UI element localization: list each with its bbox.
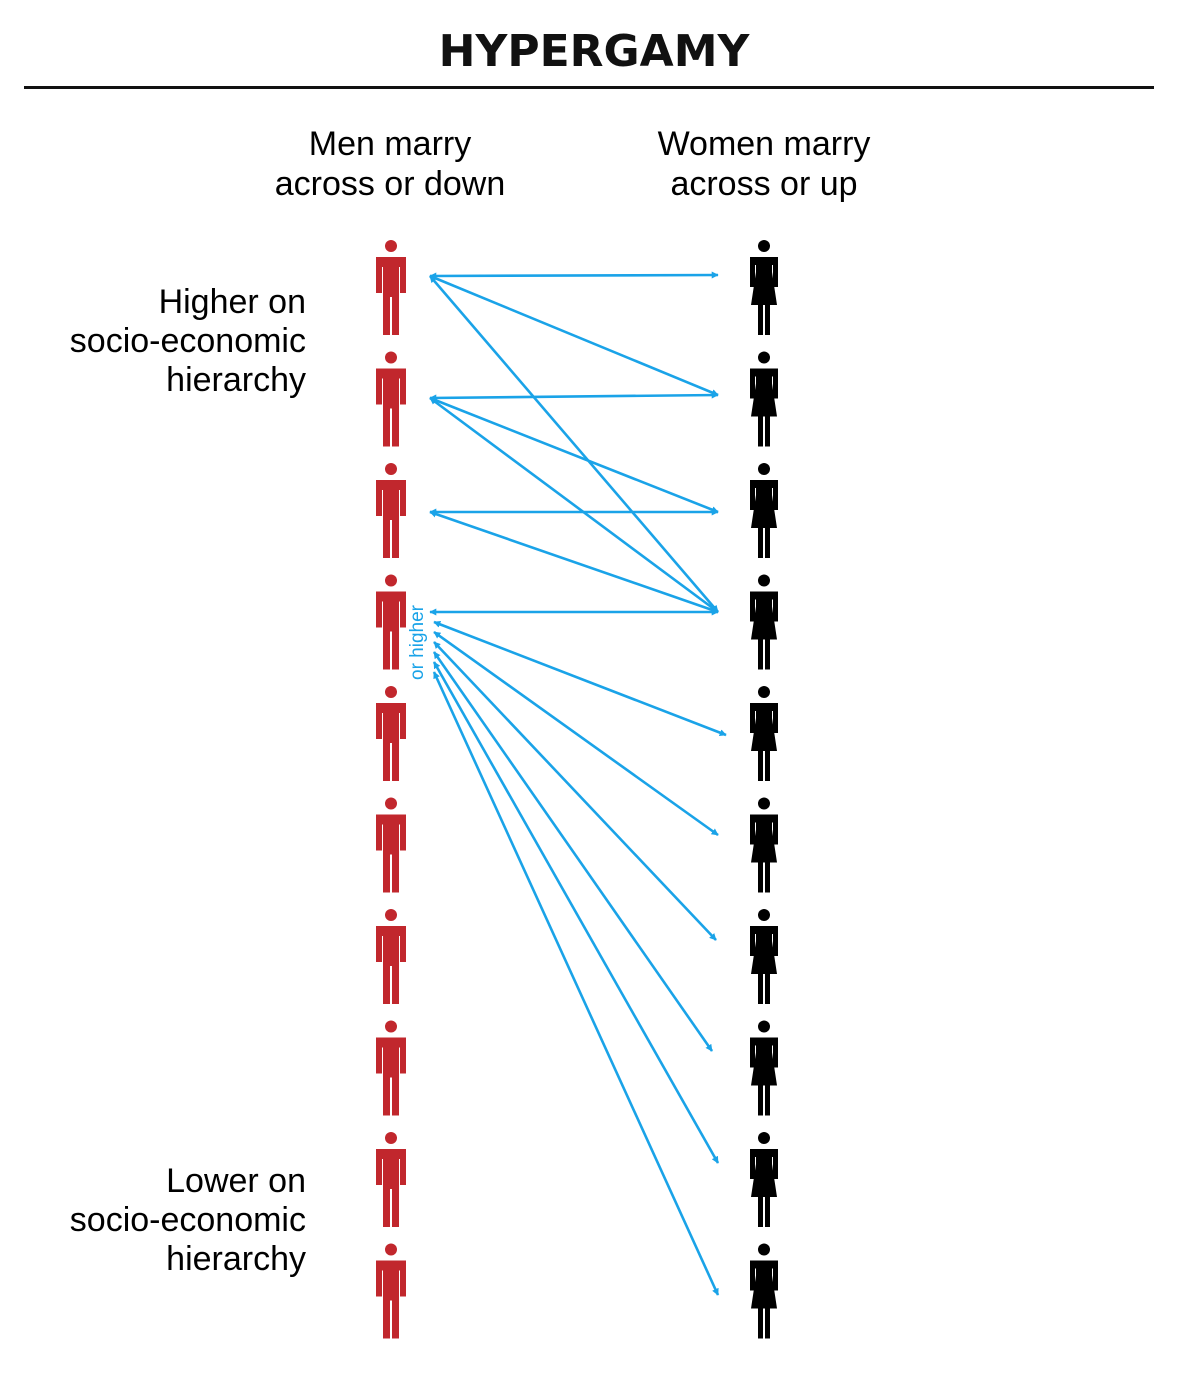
woman-figure-icon [750,351,778,447]
woman-figure-icon [750,797,778,893]
marriage-arrow [432,671,720,1296]
title-divider [24,86,1154,89]
woman-figure-icon [750,463,778,558]
marriage-arrow [433,641,717,941]
lower-label-line-3: hierarchy [166,1240,306,1278]
man-figure-icon [376,240,406,335]
higher-label-line-1: Higher on [158,283,306,321]
higher-label-line-2: socio-economic [69,322,306,360]
woman-figure-icon [750,909,778,1004]
women-heading-line-1: Women marry [657,125,871,163]
connection-arrows [429,271,727,1296]
marriage-arrow [433,630,719,837]
marriage-arrow [433,620,727,737]
man-figure-icon [376,463,406,558]
woman-figure-icon [750,1243,778,1339]
men-heading-line-1: Men marry [308,125,472,163]
woman-figure-icon [750,240,778,335]
marriage-arrow [429,396,719,514]
marriage-arrow [429,510,719,614]
man-figure-icon [376,351,406,447]
marriage-arrow [429,391,719,402]
man-figure-icon [376,1243,406,1339]
or-higher-annotation: or higher [407,604,428,680]
man-figure-icon [376,686,406,781]
men-heading-line-2: across or down [274,165,506,203]
men-column-heading: Men marry across or down [220,124,560,204]
man-figure-icon [376,797,406,893]
marriage-arrow [429,396,719,614]
higher-label-line-3: hierarchy [166,361,306,399]
lower-label-line-1: Lower on [166,1162,306,1200]
man-figure-icon [376,1132,406,1227]
woman-figure-icon [750,574,778,670]
marriage-arrow [432,661,720,1164]
lower-hierarchy-label: Lower on socio-economic hierarchy [30,1162,306,1279]
man-figure-icon [376,574,406,670]
higher-hierarchy-label: Higher on socio-economic hierarchy [30,283,306,400]
marriage-arrow [429,274,719,397]
women-heading-line-2: across or up [670,165,858,203]
men-column [376,240,406,1339]
woman-figure-icon [750,686,778,781]
marriage-arrow [429,271,719,280]
page-title: HYPERGAMY [438,26,750,77]
woman-figure-icon [750,1132,778,1227]
marriage-arrow [432,651,714,1052]
man-figure-icon [376,909,406,1004]
man-figure-icon [376,1020,406,1116]
women-column-heading: Women marry across or up [594,124,934,204]
woman-figure-icon [750,1020,778,1116]
lower-label-line-2: socio-economic [69,1201,306,1239]
women-column [750,240,778,1339]
